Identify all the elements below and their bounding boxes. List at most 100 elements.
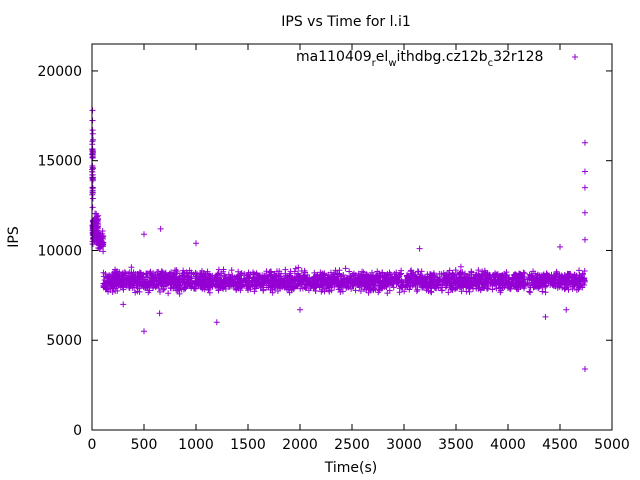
data-point [526, 288, 533, 295]
data-point [193, 270, 200, 277]
data-point [90, 136, 97, 143]
data-point [89, 107, 96, 114]
data-point [128, 264, 135, 271]
data-point [100, 248, 107, 255]
data-point [424, 271, 431, 278]
data-point [330, 279, 337, 286]
data-point [573, 280, 580, 287]
x-tick-label: 2000 [282, 437, 318, 453]
data-point [466, 272, 473, 279]
data-point [428, 289, 435, 296]
data-point [222, 275, 229, 282]
data-point [379, 272, 386, 279]
data-point [301, 273, 308, 280]
data-point [99, 230, 106, 237]
data-point [339, 288, 346, 295]
data-point [442, 284, 449, 291]
data-point [346, 268, 353, 275]
data-point [165, 290, 172, 297]
data-point [99, 241, 106, 248]
data-point [562, 285, 569, 292]
data-point [529, 277, 536, 284]
data-point [144, 281, 151, 288]
data-point [89, 176, 96, 183]
data-point [186, 267, 193, 274]
x-axis-label: Time(s) [324, 460, 377, 476]
data-point [172, 267, 179, 274]
data-point [542, 289, 549, 296]
legend-label-part: ma110409 [296, 49, 372, 65]
data-point [524, 280, 531, 287]
data-point [253, 270, 260, 277]
data-point [442, 279, 449, 286]
x-tick-label: 500 [131, 437, 158, 453]
data-point [357, 272, 364, 279]
x-axis-ticks: 0 500 1000 1500 2000 2500 3000 3500 4000 4500 5000 [88, 44, 630, 453]
data-point [204, 281, 211, 288]
data-point [227, 283, 234, 290]
data-point [269, 283, 276, 290]
data-point [433, 285, 440, 292]
data-point [197, 282, 204, 289]
data-points [89, 107, 588, 372]
data-point [563, 306, 570, 313]
data-point [371, 282, 378, 289]
data-point [367, 287, 374, 294]
data-point [575, 286, 582, 293]
data-point [182, 283, 189, 290]
data-point [581, 209, 588, 216]
data-point [366, 280, 373, 287]
data-point [509, 275, 516, 282]
data-point [96, 234, 103, 241]
data-point [212, 282, 219, 289]
data-point [164, 281, 171, 288]
data-point [416, 245, 423, 252]
data-point [113, 283, 120, 290]
data-point [100, 269, 107, 276]
y-tick-label: 10000 [37, 243, 82, 259]
data-point [370, 286, 377, 293]
data-point [559, 275, 566, 282]
data-point [250, 269, 257, 276]
data-point [363, 272, 370, 279]
data-point [376, 273, 383, 280]
data-point [316, 284, 323, 291]
data-point [565, 284, 572, 291]
data-point [170, 272, 177, 279]
data-point [168, 281, 175, 288]
y-tick-label: 20000 [37, 64, 82, 80]
data-point [357, 281, 364, 288]
data-point [189, 281, 196, 288]
legend: ma110409relwithdbg.cz12bc32r128 [296, 49, 578, 69]
data-point [371, 274, 378, 281]
data-point [163, 273, 170, 280]
legend-label-part: ithdbg.cz12b [397, 49, 488, 65]
data-point [213, 276, 220, 283]
legend-marker [572, 54, 578, 60]
data-point [462, 284, 469, 291]
data-point [539, 288, 546, 295]
data-point [213, 319, 220, 326]
data-point [312, 287, 319, 294]
data-point [516, 282, 523, 289]
data-point [456, 275, 463, 282]
data-point [118, 281, 125, 288]
data-point [565, 274, 572, 281]
data-point [356, 284, 363, 291]
data-point [170, 285, 177, 292]
x-tick-label: 5000 [594, 437, 630, 453]
data-point [287, 270, 294, 277]
data-point [239, 277, 246, 284]
data-point [363, 271, 370, 278]
data-point [503, 277, 510, 284]
y-tick-label: 15000 [37, 154, 82, 170]
data-point [201, 286, 208, 293]
data-point [95, 245, 102, 252]
data-point [111, 280, 118, 287]
data-point [451, 275, 458, 282]
data-point [581, 236, 588, 243]
data-point [467, 279, 474, 286]
data-point [388, 275, 395, 282]
data-point [514, 280, 521, 287]
data-point [417, 278, 424, 285]
